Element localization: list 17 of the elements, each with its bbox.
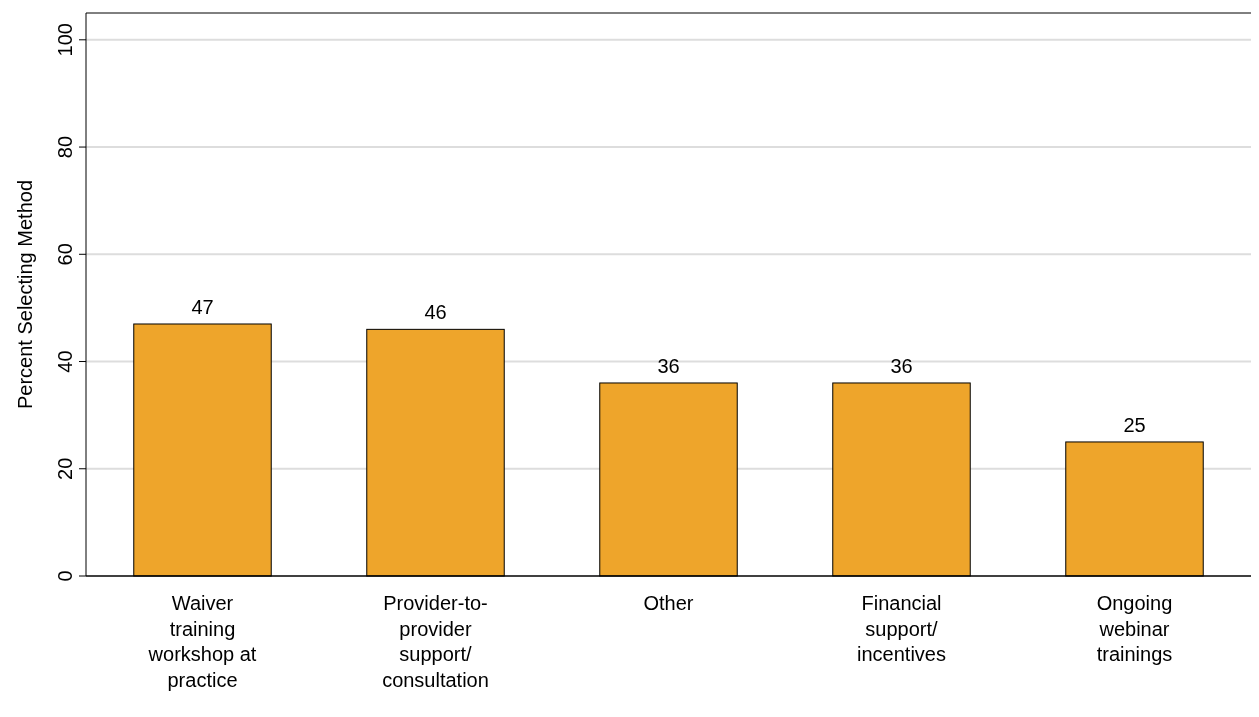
x-tick-label: Other xyxy=(643,592,694,614)
x-tick-label: Ongoing webinar trainings xyxy=(1096,592,1173,665)
data-label: 36 xyxy=(890,354,913,377)
data-label: 47 xyxy=(191,295,214,318)
y-tick-label: 20 xyxy=(54,457,76,480)
x-tick-label: Waiver training workshop at practice xyxy=(147,592,257,691)
y-tick-label: 40 xyxy=(54,350,76,373)
x-tick-label: Financial support/incentives xyxy=(857,592,946,665)
data-label: 46 xyxy=(424,301,447,324)
data-label: 36 xyxy=(657,354,680,377)
y-tick-label: 80 xyxy=(54,135,76,159)
y-tick-label: 0 xyxy=(54,570,76,582)
y-axis-title: Percent Selecting Method xyxy=(14,179,36,410)
y-tick-label: 60 xyxy=(54,243,76,266)
x-tick-label: Provider-to-provider support/consultation xyxy=(382,592,489,691)
y-tick-label: 100 xyxy=(54,23,76,57)
data-label: 25 xyxy=(1123,413,1146,436)
